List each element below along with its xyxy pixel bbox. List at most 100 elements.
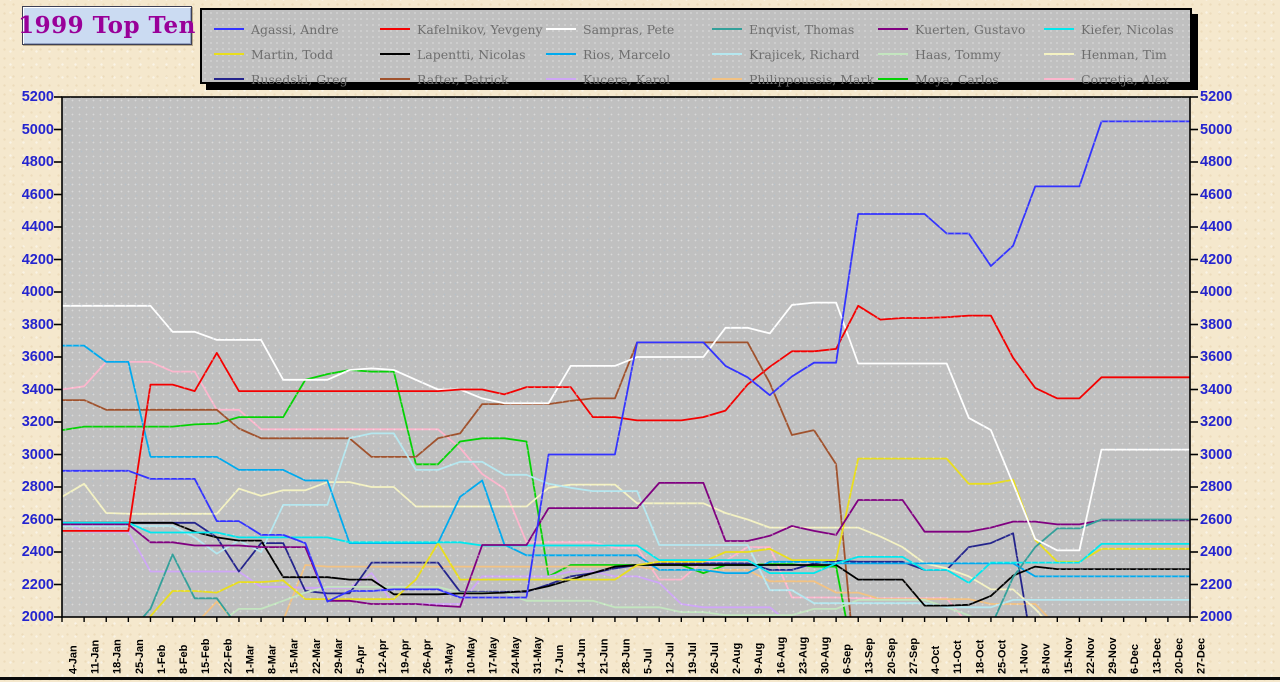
x-tick-label: 29-Nov (1107, 637, 1120, 674)
legend-swatch-line-icon (712, 28, 742, 30)
legend: Agassi, Andre Kafelnikov, Yevgeny Sampras,… (200, 8, 1192, 87)
series-line (62, 301, 1190, 552)
y-tick-label: 3200 (1200, 414, 1233, 430)
series-line (62, 521, 1190, 584)
legend-swatch-line-icon (878, 28, 908, 30)
x-tick-label: 13-Dec (1151, 637, 1164, 674)
legend-swatch-line-icon (546, 28, 576, 30)
y-tick-label: 4200 (1200, 251, 1233, 268)
legend-swatch-line-icon (214, 53, 244, 55)
x-tick-label: 28-Jun (620, 638, 633, 674)
legend-item: Rafter, Patrick (380, 69, 509, 89)
legend-label: Moya, Carlos (915, 71, 999, 87)
legend-swatch-line-icon (1044, 78, 1074, 80)
x-tick-label: 2-Aug (731, 642, 744, 674)
y-tick-label: 5200 (1200, 89, 1233, 105)
legend-item: Lapentti, Nicolas (380, 44, 526, 64)
y-tick-label: 3400 (1200, 381, 1233, 398)
x-tick-label: 18-Oct (974, 639, 987, 674)
series-line (62, 360, 964, 617)
legend-item: Kuerten, Gustavo (878, 19, 1025, 39)
legend-label: Corretja, Alex (1081, 71, 1170, 87)
x-tick-label: 22-Nov (1084, 637, 1097, 674)
y-tick-label: 4000 (1200, 284, 1233, 300)
x-tick-label: 21-Jun (598, 638, 611, 674)
x-tick-label: 12-Apr (377, 639, 390, 674)
y-tick-label: 4200 (21, 251, 54, 268)
x-tick-label: 1-Feb (155, 644, 168, 674)
y-tick-label: 3800 (21, 316, 54, 333)
y-tick-label: 4800 (1200, 154, 1233, 170)
legend-label: Haas, Tommy (915, 46, 1001, 62)
y-tick-label: 4400 (21, 219, 54, 235)
legend-label: Kuerten, Gustavo (915, 21, 1026, 37)
legend-item: Krajicek, Richard (712, 44, 859, 64)
legend-item: Philippoussis, Mark (712, 69, 874, 89)
x-tick-label: 18-Jan (111, 639, 124, 674)
x-tick-label: 22-Mar (310, 638, 323, 674)
x-tick-label: 11-Oct (952, 640, 965, 674)
y-tick-label: 2200 (1200, 576, 1233, 593)
y-tick-label: 4000 (21, 284, 54, 300)
legend-item: Martin, Todd (214, 44, 333, 64)
series-line (62, 481, 1190, 608)
x-tick-label: 27-Dec (1195, 637, 1208, 674)
y-tick-label: 5000 (1200, 121, 1233, 138)
x-tick-label: 4-Jan (67, 645, 80, 674)
y-tick-label: 4600 (21, 186, 54, 203)
legend-item: Enqvist, Thomas (712, 19, 854, 39)
legend-swatch-line-icon (546, 78, 576, 80)
y-tick-label: 3600 (1200, 349, 1233, 365)
chart-title-box: 1999 Top Ten (18, 6, 195, 45)
x-tick-label: 15-Mar (288, 638, 301, 674)
x-tick-label: 8-Mar (266, 644, 279, 674)
legend-item: Kafelnikov, Yevgeny (380, 19, 543, 39)
legend-label: Kucera, Karol (583, 71, 671, 87)
legend-swatch-line-icon (214, 78, 244, 80)
y-tick-label: 2600 (21, 511, 54, 528)
y-tick-label: 4800 (21, 154, 54, 170)
legend-swatch-line-icon (380, 53, 410, 55)
series-line (62, 304, 1190, 532)
chart-title: 1999 Top Ten (18, 12, 196, 39)
x-tick-label: 5-Jul (642, 648, 655, 674)
legend-item: Haas, Tommy (878, 44, 1001, 64)
y-tick-label: 4600 (1200, 186, 1233, 203)
legend-label: Martin, Todd (251, 46, 334, 62)
x-tick-label: 1-Nov (1018, 643, 1031, 674)
x-tick-label: 8-Feb (178, 644, 191, 674)
y-tick-label: 5000 (21, 121, 54, 138)
y-tick-label: 2600 (1200, 511, 1233, 528)
bottom-divider (0, 677, 1280, 680)
y-tick-label: 5200 (21, 89, 54, 105)
legend-label: Krajicek, Richard (749, 46, 860, 62)
x-tick-label: 11-Jan (89, 639, 102, 674)
x-tick-label: 24-May (509, 636, 522, 674)
legend-label: Henman, Tim (1081, 46, 1167, 62)
legend-label: Kafelnikov, Yevgeny (417, 21, 543, 37)
x-tick-label: 19-Jul (686, 642, 699, 674)
x-tick-label: 12-Jul (664, 642, 677, 674)
x-tick-label: 26-Jul (708, 642, 721, 674)
x-tick-label: 14-Jun (576, 638, 589, 674)
x-tick-label: 19-Apr (399, 639, 412, 674)
x-tick-label: 4-Oct (930, 645, 943, 674)
legend-item: Henman, Tim (1044, 44, 1167, 64)
legend-label: Rusedski, Greg (251, 71, 348, 87)
x-tick-label: 29-Mar (332, 638, 345, 674)
legend-swatch-line-icon (1044, 53, 1074, 55)
legend-swatch-line-icon (712, 53, 742, 55)
y-tick-label: 3200 (21, 414, 54, 430)
x-tick-label: 10-May (465, 636, 478, 674)
series-line (994, 518, 1190, 617)
legend-item: Agassi, Andre (214, 19, 339, 39)
y-tick-label: 2000 (1200, 609, 1233, 625)
legend-label: Agassi, Andre (251, 21, 339, 37)
y-tick-label: 3600 (21, 349, 54, 365)
legend-swatch-line-icon (878, 78, 908, 80)
x-tick-label: 17-May (487, 636, 500, 674)
x-tick-label: 15-Nov (1062, 637, 1075, 674)
series-line (62, 120, 1190, 603)
